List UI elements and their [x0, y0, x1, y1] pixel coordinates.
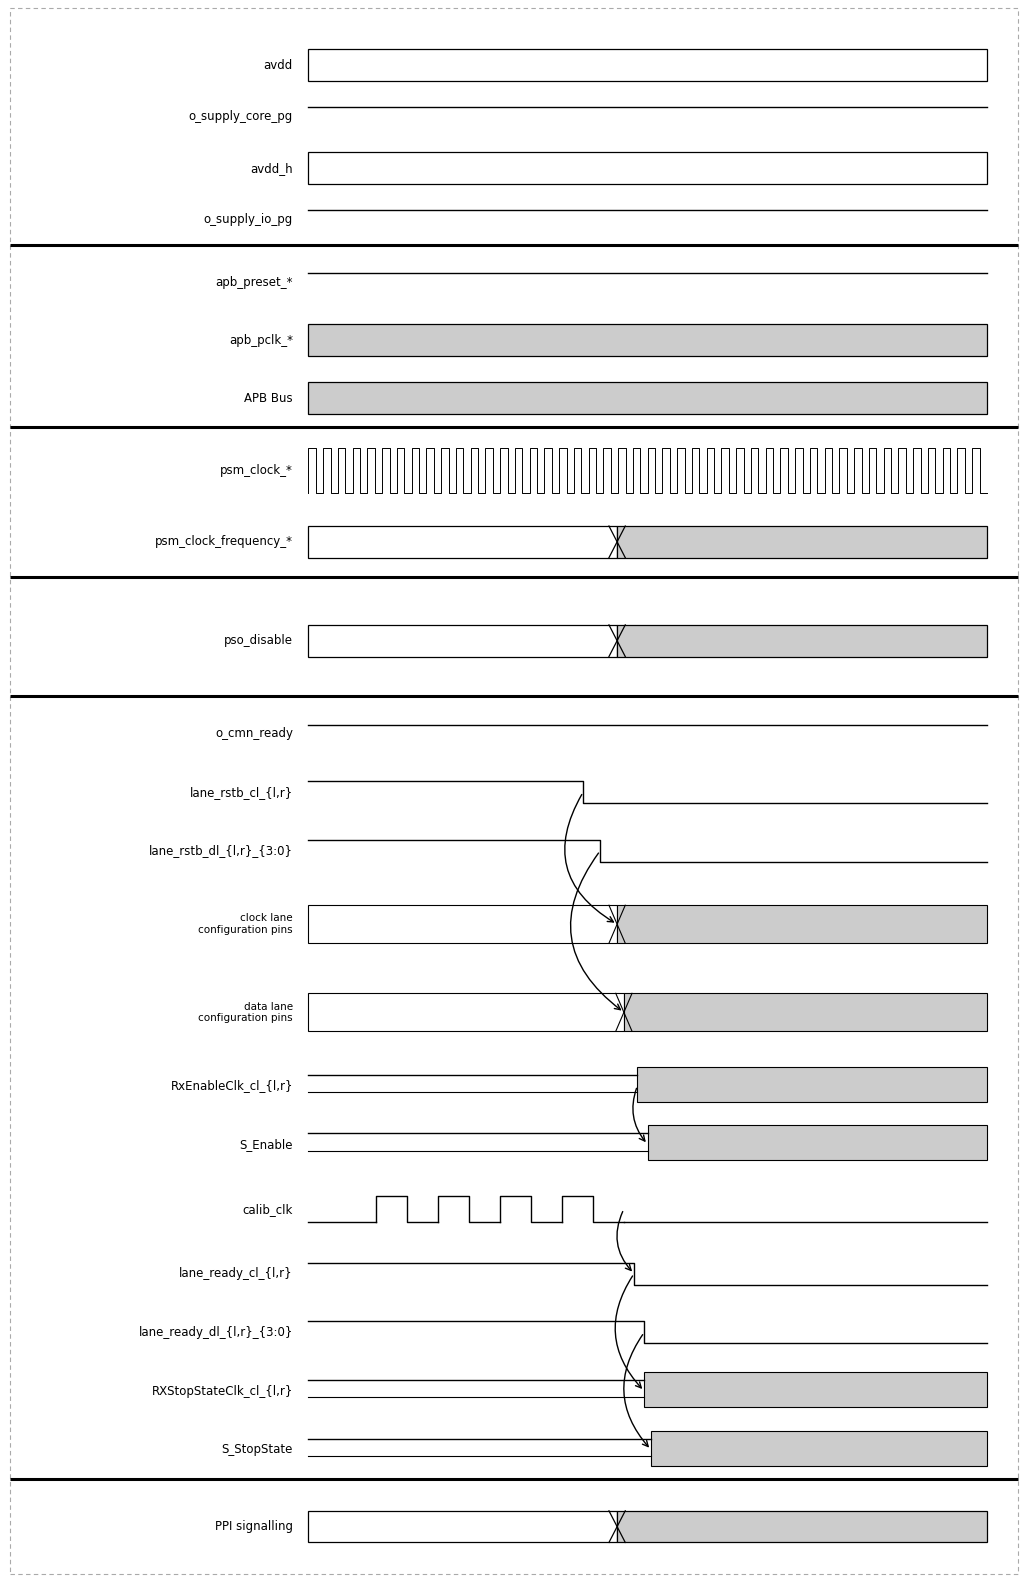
- Text: o_supply_io_pg: o_supply_io_pg: [204, 214, 293, 226]
- Text: RXStopStateClk_cl_{l,r}: RXStopStateClk_cl_{l,r}: [151, 1384, 293, 1397]
- Bar: [651, 1430, 987, 1465]
- Text: PPI signalling: PPI signalling: [215, 1520, 293, 1533]
- Text: avdd_h: avdd_h: [251, 161, 293, 174]
- Text: S_Enable: S_Enable: [240, 1137, 293, 1152]
- Bar: [308, 993, 624, 1031]
- Text: lane_rstb_cl_{l,r}: lane_rstb_cl_{l,r}: [190, 786, 293, 799]
- Bar: [308, 525, 617, 557]
- Text: o_cmn_ready: o_cmn_ready: [215, 726, 293, 740]
- Text: apb_preset_*: apb_preset_*: [216, 275, 293, 288]
- Bar: [308, 49, 987, 81]
- Bar: [308, 905, 617, 943]
- Bar: [308, 383, 987, 414]
- Text: APB Bus: APB Bus: [245, 392, 293, 405]
- Text: calib_clk: calib_clk: [243, 1202, 293, 1215]
- Text: apb_pclk_*: apb_pclk_*: [229, 334, 293, 346]
- Text: pso_disable: pso_disable: [224, 634, 293, 647]
- Bar: [617, 1511, 987, 1542]
- Bar: [648, 1125, 987, 1160]
- Bar: [617, 905, 987, 943]
- Bar: [617, 625, 987, 657]
- Bar: [637, 1066, 987, 1101]
- Text: psm_clock_frequency_*: psm_clock_frequency_*: [155, 535, 293, 549]
- Text: S_StopState: S_StopState: [222, 1443, 293, 1457]
- Bar: [624, 993, 987, 1031]
- Text: lane_rstb_dl_{l,r}_{3:0}: lane_rstb_dl_{l,r}_{3:0}: [149, 845, 293, 857]
- Text: o_supply_core_pg: o_supply_core_pg: [189, 111, 293, 123]
- Text: RxEnableClk_cl_{l,r}: RxEnableClk_cl_{l,r}: [171, 1079, 293, 1092]
- Bar: [308, 1511, 617, 1542]
- Bar: [308, 625, 617, 657]
- Bar: [617, 525, 987, 557]
- Bar: [645, 1372, 987, 1406]
- Text: avdd: avdd: [264, 59, 293, 71]
- Text: clock lane
configuration pins: clock lane configuration pins: [198, 913, 293, 935]
- Text: lane_ready_cl_{l,r}: lane_ready_cl_{l,r}: [179, 1267, 293, 1280]
- Bar: [308, 324, 987, 356]
- Text: lane_ready_dl_{l,r}_{3:0}: lane_ready_dl_{l,r}_{3:0}: [139, 1326, 293, 1338]
- Text: psm_clock_*: psm_clock_*: [220, 464, 293, 478]
- Bar: [308, 152, 987, 184]
- Text: data lane
configuration pins: data lane configuration pins: [198, 1001, 293, 1024]
